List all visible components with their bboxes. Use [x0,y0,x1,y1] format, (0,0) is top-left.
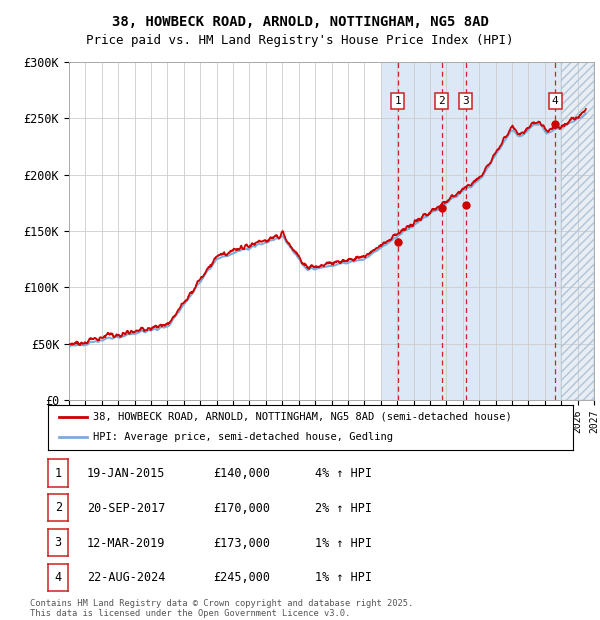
Text: 20-SEP-2017: 20-SEP-2017 [87,502,166,515]
Bar [561,62,594,400]
Bar [561,62,594,400]
Text: £170,000: £170,000 [213,502,270,515]
Text: 22-AUG-2024: 22-AUG-2024 [87,572,166,585]
Text: £140,000: £140,000 [213,467,270,481]
Text: £173,000: £173,000 [213,537,270,550]
Text: 4: 4 [552,96,559,106]
Text: 2: 2 [55,502,62,514]
Text: 12-MAR-2019: 12-MAR-2019 [87,537,166,550]
Text: 19-JAN-2015: 19-JAN-2015 [87,467,166,481]
Text: 2: 2 [439,96,445,106]
Text: 4: 4 [55,571,62,583]
Text: 3: 3 [55,536,62,549]
Text: 38, HOWBECK ROAD, ARNOLD, NOTTINGHAM, NG5 8AD: 38, HOWBECK ROAD, ARNOLD, NOTTINGHAM, NG… [112,16,488,30]
Text: 38, HOWBECK ROAD, ARNOLD, NOTTINGHAM, NG5 8AD (semi-detached house): 38, HOWBECK ROAD, ARNOLD, NOTTINGHAM, NG… [92,412,511,422]
Text: HPI: Average price, semi-detached house, Gedling: HPI: Average price, semi-detached house,… [92,432,392,443]
Text: £245,000: £245,000 [213,572,270,585]
Text: Contains HM Land Registry data © Crown copyright and database right 2025.
This d: Contains HM Land Registry data © Crown c… [30,599,413,618]
Text: 1% ↑ HPI: 1% ↑ HPI [315,537,372,550]
Bar [381,62,561,400]
Text: 4% ↑ HPI: 4% ↑ HPI [315,467,372,481]
Text: 2% ↑ HPI: 2% ↑ HPI [315,502,372,515]
Text: Price paid vs. HM Land Registry's House Price Index (HPI): Price paid vs. HM Land Registry's House … [86,34,514,47]
Text: 1: 1 [55,467,62,479]
Text: 1% ↑ HPI: 1% ↑ HPI [315,572,372,585]
Text: 3: 3 [463,96,469,106]
Text: 1: 1 [395,96,401,106]
